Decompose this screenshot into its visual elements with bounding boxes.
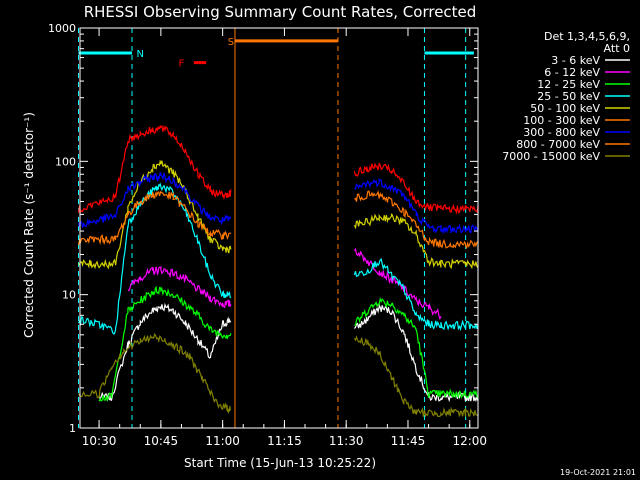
series-line-300-800-kev <box>77 172 479 235</box>
chart-title: RHESSI Observing Summary Count Rates, Co… <box>84 3 477 21</box>
legend-label: 800 - 7000 keV <box>516 138 600 151</box>
series-line-50-100-kev <box>78 159 479 270</box>
y-tick-label: 1000 <box>48 22 76 35</box>
series-line-3-6-kev <box>98 302 479 403</box>
legend-label: 300 - 800 keV <box>523 126 600 139</box>
x-tick-label: 10:45 <box>144 434 179 448</box>
flag-label-n: N <box>137 49 144 60</box>
series-line-25-50-kev <box>77 182 479 335</box>
series-line-6-12-kev <box>127 247 442 321</box>
legend-header-line-2: Att 0 <box>604 42 630 55</box>
legend-label: 7000 - 15000 keV <box>502 150 600 163</box>
y-tick-label: 1 <box>69 422 76 435</box>
y-axis-label: Corrected Count Rate (s⁻¹ detector⁻¹) <box>22 112 36 338</box>
x-tick-label: 11:45 <box>391 434 426 448</box>
flag-label-s: S <box>228 37 234 48</box>
legend-label: 3 - 6 keV <box>551 54 600 67</box>
y-tick-label: 10 <box>62 289 76 302</box>
legend-label: 25 - 50 keV <box>537 90 600 103</box>
x-tick-label: 12:00 <box>452 434 487 448</box>
flag-label-f: F <box>179 59 185 70</box>
legend-label: 100 - 300 keV <box>523 114 600 127</box>
x-tick-label: 11:30 <box>329 434 364 448</box>
legend-label: 12 - 25 keV <box>537 78 600 91</box>
x-axis-label: Start Time (15-Jun-13 10:25:22) <box>184 456 376 470</box>
x-tick-label: 10:30 <box>82 434 117 448</box>
plot-frame <box>79 27 479 429</box>
legend-label: 6 - 12 keV <box>544 66 600 79</box>
plot-area: N S F 1 10 100 1000 10:30 10:45 11:00 11:15 11:30 11… <box>48 22 487 448</box>
legend-header-line-1: Det 1,3,4,5,6,9, <box>544 30 630 43</box>
legend-label: 50 - 100 keV <box>530 102 600 115</box>
series-line-unnamed <box>78 332 479 418</box>
x-tick-label: 11:15 <box>267 434 302 448</box>
footer-timestamp: 19-Oct-2021 21:01 <box>560 468 636 477</box>
series-line-100-300-kev <box>77 190 479 250</box>
series-line-12-25-kev <box>98 285 479 403</box>
series-line-7000-15000-kev <box>77 124 479 215</box>
x-tick-label: 11:00 <box>205 434 240 448</box>
y-tick-label: 100 <box>55 155 76 168</box>
